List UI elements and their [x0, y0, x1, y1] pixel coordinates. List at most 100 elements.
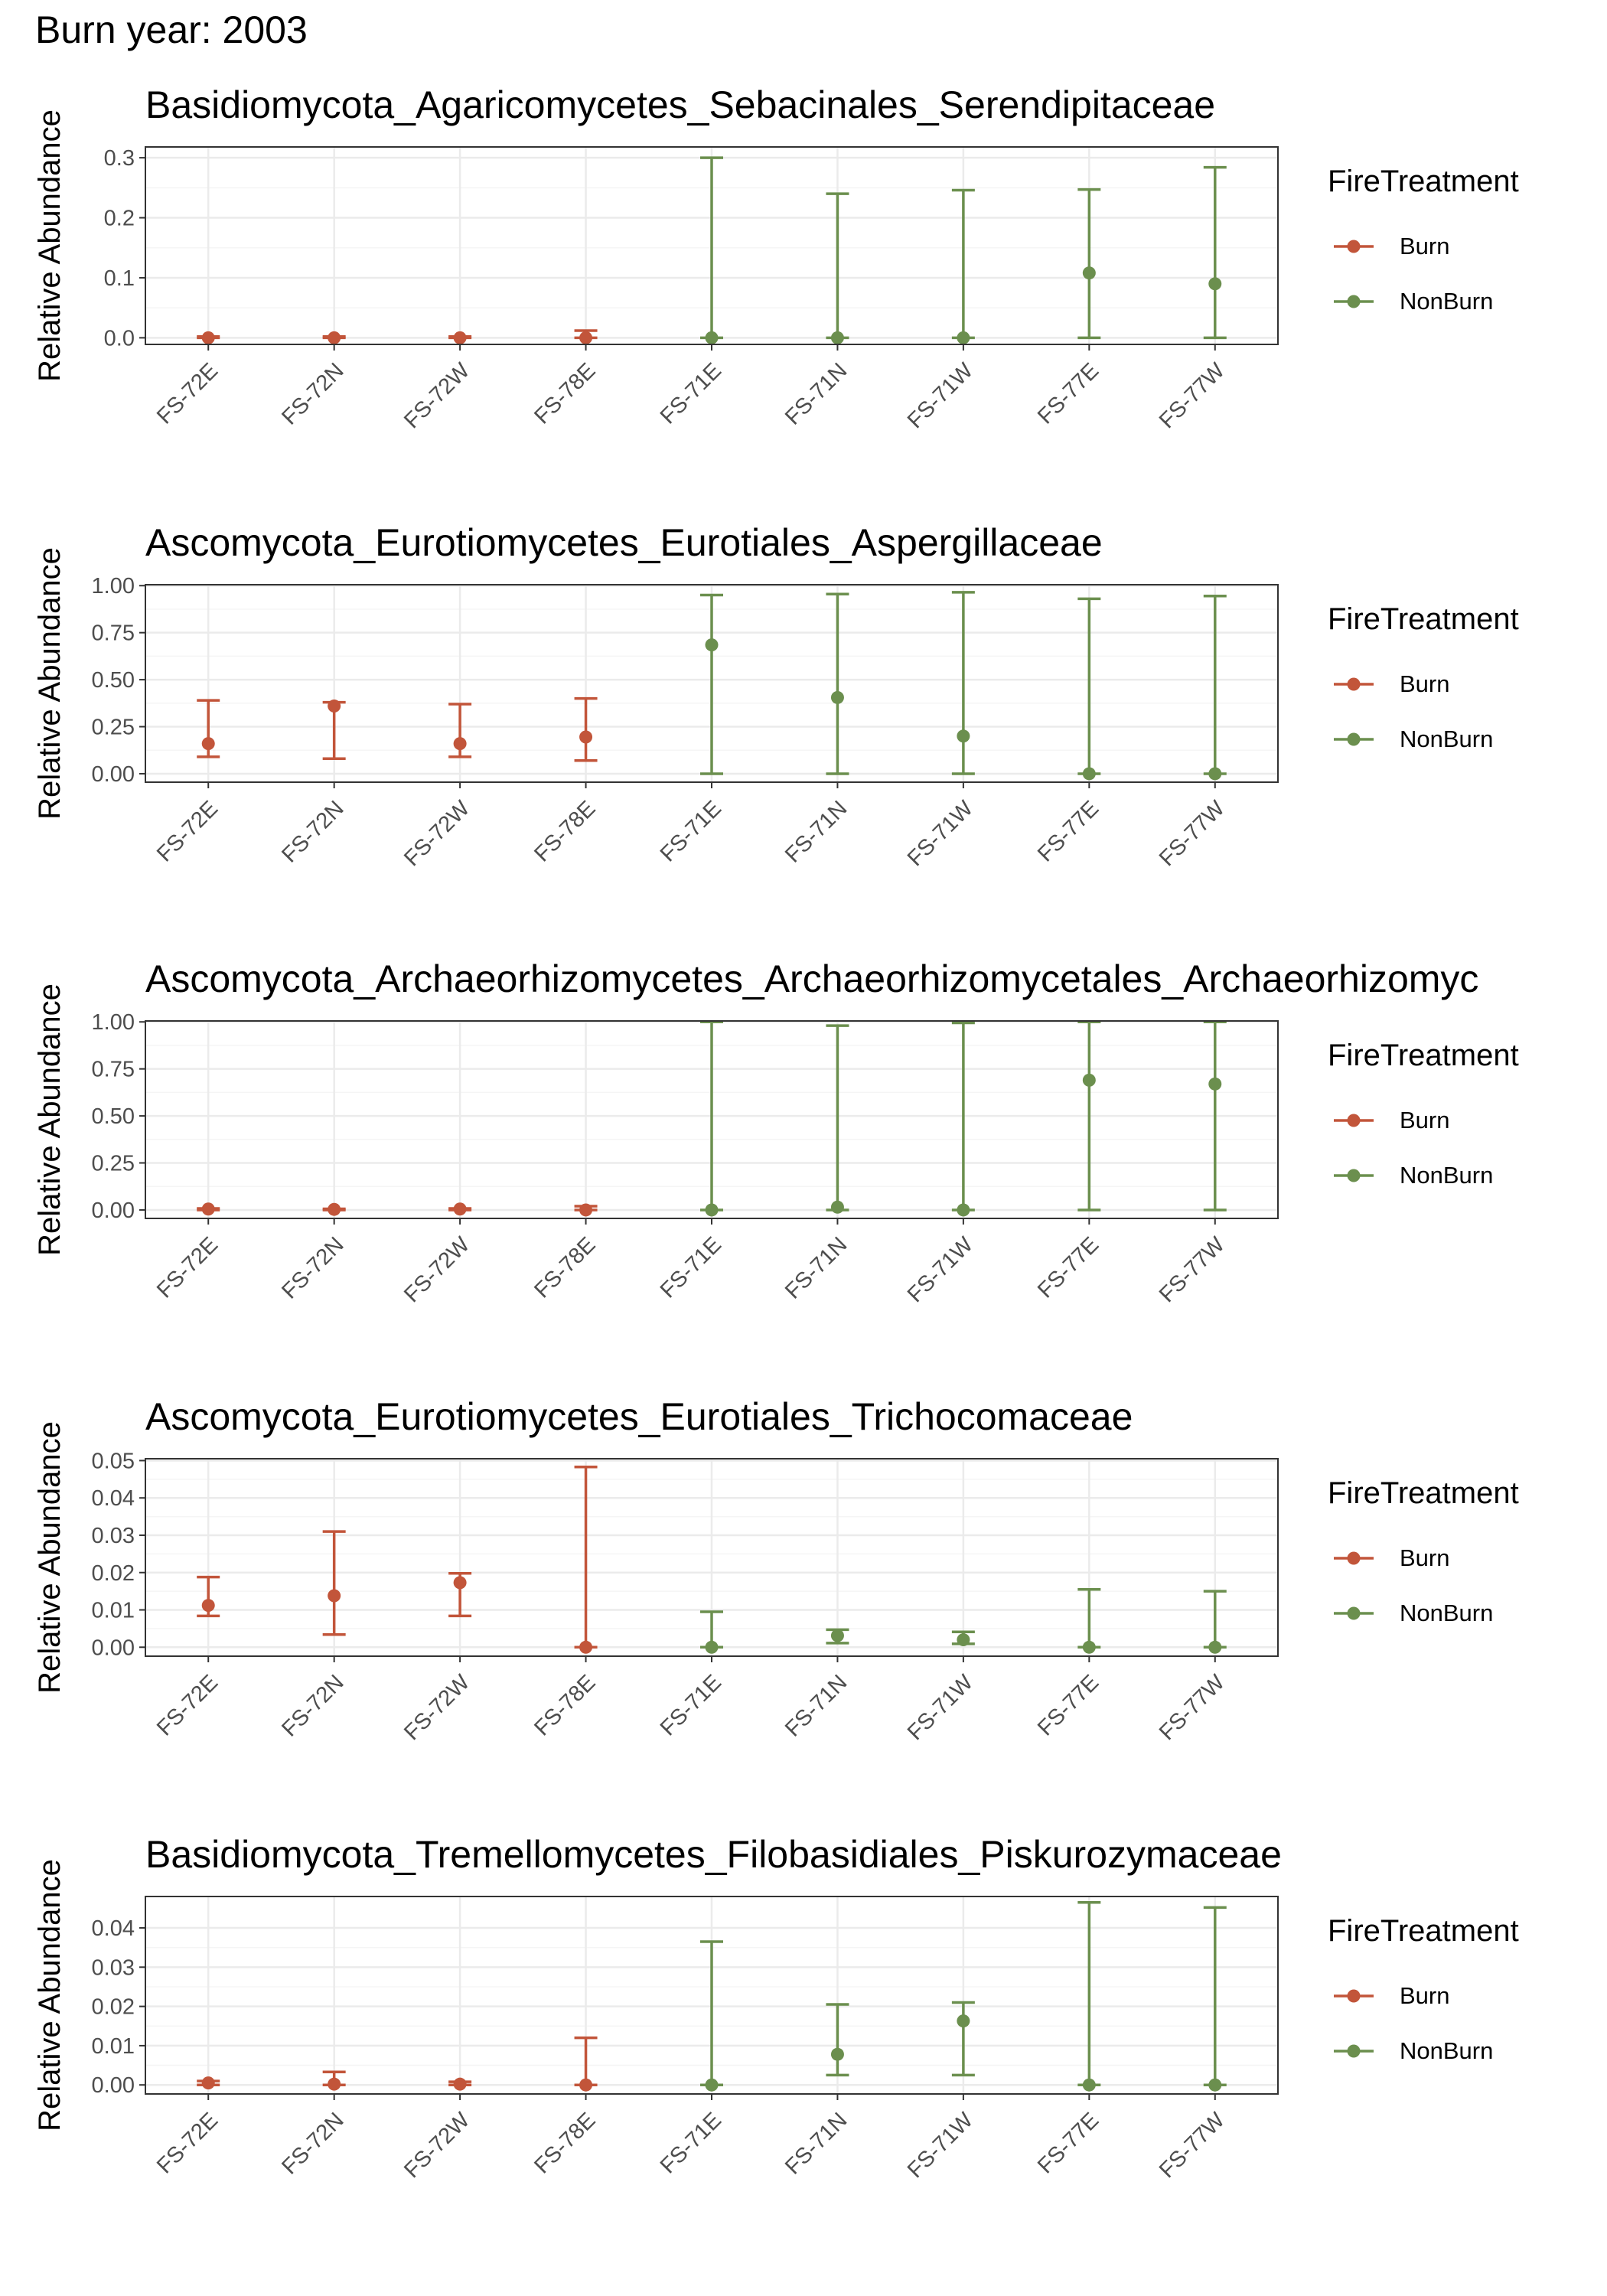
x-tick-label: FS-71W: [903, 1232, 978, 1307]
data-point: [453, 1202, 467, 1216]
data-point: [957, 331, 970, 344]
x-tick-label: FS-78E: [530, 796, 600, 866]
legend-label: Burn: [1400, 233, 1449, 259]
y-tick-label: 0.02: [92, 1995, 135, 2020]
data-point: [705, 2078, 719, 2092]
data-point: [1082, 2078, 1096, 2092]
data-point: [201, 331, 215, 344]
x-tick-label: FS-71W: [903, 796, 978, 871]
y-tick-label: 0.75: [92, 1058, 135, 1082]
legend-title: FireTreatment: [1328, 1476, 1519, 1510]
x-tick-label: FS-71E: [656, 358, 726, 429]
y-tick-label: 0.50: [92, 1104, 135, 1129]
y-axis-label: Relative Abundance: [33, 109, 67, 382]
x-tick-label: FS-71N: [781, 1232, 852, 1303]
data-point: [201, 2076, 215, 2090]
data-point: [328, 1202, 341, 1216]
data-point: [453, 331, 467, 344]
x-tick-label: FS-72W: [399, 358, 474, 433]
legend-label: Burn: [1400, 1107, 1449, 1133]
legend-title: FireTreatment: [1328, 1914, 1519, 1948]
data-point: [705, 1640, 719, 1654]
data-point: [957, 1633, 970, 1647]
data-point: [830, 2047, 844, 2061]
x-tick-label: FS-77W: [1155, 358, 1230, 433]
y-tick-label: 0.03: [92, 1524, 135, 1548]
y-tick-label: 0.01: [92, 1599, 135, 1623]
panel-border: [145, 1020, 1279, 1219]
legend-key-point: [1347, 240, 1361, 253]
data-point: [579, 2078, 593, 2092]
legend-key-point: [1347, 1114, 1361, 1127]
data-point: [201, 737, 215, 751]
legend-label: NonBurn: [1400, 1162, 1493, 1189]
y-tick-label: 0.03: [92, 1955, 135, 1980]
panel-border: [145, 1458, 1279, 1657]
legend-label: NonBurn: [1400, 1600, 1493, 1626]
data-point: [1082, 266, 1096, 280]
figure-title: Burn year: 2003: [35, 8, 308, 51]
x-tick-label: FS-71E: [656, 796, 726, 866]
legend-key-point: [1347, 1169, 1361, 1182]
data-point: [1208, 1640, 1222, 1654]
y-tick-label: 0.02: [92, 1561, 135, 1586]
y-tick-label: 0.00: [92, 1199, 135, 1223]
legend-key-point: [1347, 295, 1361, 308]
x-tick-label: FS-78E: [530, 358, 600, 429]
x-tick-label: FS-77E: [1033, 2108, 1103, 2178]
data-point: [328, 2077, 341, 2091]
x-tick-label: FS-77W: [1155, 796, 1230, 871]
y-tick-label: 0.0: [104, 326, 135, 351]
data-point: [705, 1203, 719, 1217]
y-tick-label: 0.25: [92, 716, 135, 740]
x-tick-label: FS-72W: [399, 1670, 474, 1745]
x-tick-label: FS-71E: [656, 1232, 726, 1303]
x-tick-label: FS-78E: [530, 1232, 600, 1303]
data-point: [1082, 767, 1096, 781]
data-point: [328, 699, 341, 713]
panel-title: Basidiomycota_Tremellomycetes_Filobasidi…: [145, 1833, 1282, 1876]
panel-border: [145, 584, 1279, 783]
panel-border: [145, 1896, 1279, 2095]
legend-label: Burn: [1400, 1544, 1449, 1571]
legend-key-point: [1347, 1989, 1361, 2003]
data-point: [830, 690, 844, 704]
x-tick-label: FS-72E: [152, 1670, 223, 1740]
panel-title: Ascomycota_Archaeorhizomycetes_Archaeorh…: [145, 957, 1478, 1000]
panel-title: Ascomycota_Eurotiomycetes_Eurotiales_Asp…: [145, 521, 1103, 564]
x-tick-label: FS-78E: [530, 1670, 600, 1740]
x-tick-label: FS-72E: [152, 358, 223, 429]
y-tick-label: 0.01: [92, 2034, 135, 2059]
legend-key-point: [1347, 677, 1361, 691]
data-point: [1208, 767, 1222, 781]
legend-title: FireTreatment: [1328, 602, 1519, 636]
x-tick-label: FS-72E: [152, 796, 223, 866]
data-point: [957, 729, 970, 743]
data-point: [201, 1599, 215, 1613]
data-point: [579, 1640, 593, 1654]
y-axis-label: Relative Abundance: [33, 547, 67, 820]
data-point: [201, 1202, 215, 1216]
legend-label: NonBurn: [1400, 2037, 1493, 2064]
legend-label: NonBurn: [1400, 726, 1493, 752]
x-tick-label: FS-71E: [656, 2108, 726, 2178]
legend-key-point: [1347, 732, 1361, 746]
y-tick-label: 0.1: [104, 266, 135, 291]
x-tick-label: FS-71N: [781, 358, 852, 429]
data-point: [579, 730, 593, 744]
y-axis-label: Relative Abundance: [33, 1421, 67, 1694]
data-point: [830, 331, 844, 344]
y-tick-label: 0.04: [92, 1916, 135, 1941]
x-tick-label: FS-71N: [781, 2108, 852, 2179]
data-point: [328, 1589, 341, 1603]
panel-border: [145, 146, 1279, 345]
data-point: [1208, 2078, 1222, 2092]
y-tick-label: 0.3: [104, 146, 135, 171]
data-point: [579, 331, 593, 344]
legend-title: FireTreatment: [1328, 1039, 1519, 1072]
x-tick-label: FS-71W: [903, 358, 978, 433]
y-tick-label: 0.04: [92, 1486, 135, 1511]
y-tick-label: 0.75: [92, 621, 135, 646]
x-tick-label: FS-72N: [277, 2108, 348, 2179]
data-point: [1208, 1077, 1222, 1091]
